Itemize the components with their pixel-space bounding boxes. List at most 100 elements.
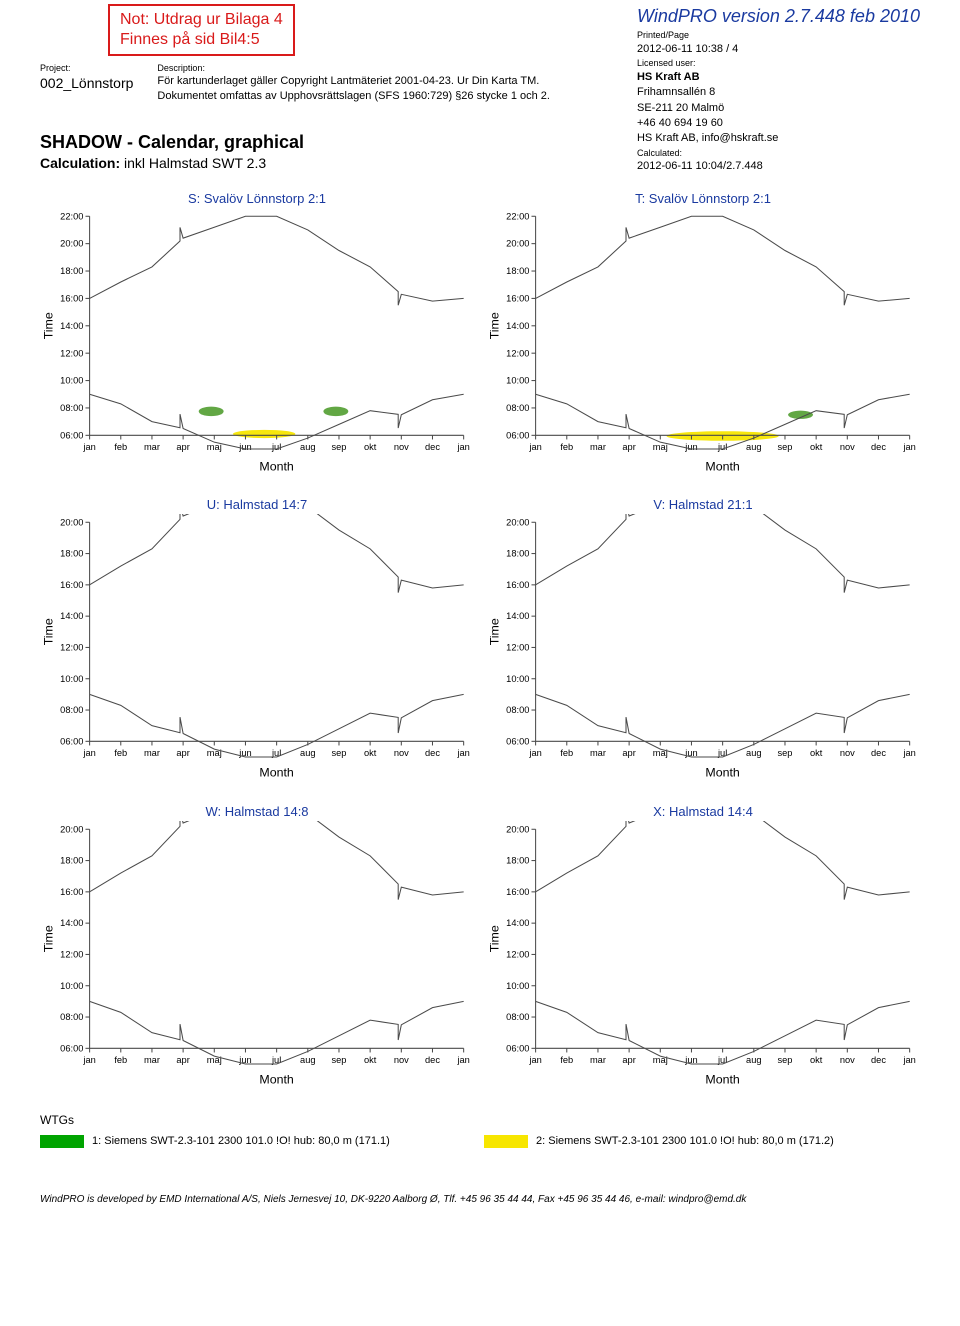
svg-text:jan: jan bbox=[528, 1055, 541, 1065]
calc-label: Calculated: bbox=[637, 147, 920, 160]
phone: +46 40 694 19 60 bbox=[637, 116, 920, 131]
svg-text:jan: jan bbox=[456, 748, 469, 758]
svg-text:sep: sep bbox=[331, 748, 346, 758]
svg-text:jun: jun bbox=[238, 748, 251, 758]
svg-text:jul: jul bbox=[271, 1055, 281, 1065]
chart-cell: W: Halmstad 14:806:0008:0010:0012:0014:0… bbox=[40, 798, 474, 1093]
svg-text:jan: jan bbox=[456, 1055, 469, 1065]
svg-text:jan: jan bbox=[902, 442, 915, 452]
chart-svg: 06:0008:0010:0012:0014:0016:0018:0020:00… bbox=[486, 514, 920, 783]
svg-text:nov: nov bbox=[840, 1055, 855, 1065]
svg-text:Month: Month bbox=[259, 459, 294, 473]
wtgs-item: 2: Siemens SWT-2.3-101 2300 101.0 !O! hu… bbox=[484, 1135, 920, 1148]
svg-text:apr: apr bbox=[622, 442, 635, 452]
svg-text:08:00: 08:00 bbox=[60, 706, 83, 716]
wtgs-row: 1: Siemens SWT-2.3-101 2300 101.0 !O! hu… bbox=[40, 1135, 920, 1148]
svg-text:apr: apr bbox=[176, 442, 189, 452]
chart-title: X: Halmstad 14:4 bbox=[486, 804, 920, 819]
chart-title: T: Svalöv Lönnstorp 2:1 bbox=[486, 191, 920, 206]
svg-text:08:00: 08:00 bbox=[60, 1012, 83, 1022]
chart-svg: 06:0008:0010:0012:0014:0016:0018:0020:00… bbox=[40, 821, 474, 1090]
svg-text:20:00: 20:00 bbox=[60, 239, 83, 249]
svg-text:sep: sep bbox=[777, 442, 792, 452]
svg-text:feb: feb bbox=[114, 442, 127, 452]
svg-text:14:00: 14:00 bbox=[60, 612, 83, 622]
wtgs-item: 1: Siemens SWT-2.3-101 2300 101.0 !O! hu… bbox=[40, 1135, 476, 1148]
svg-text:jun: jun bbox=[238, 442, 251, 452]
svg-text:10:00: 10:00 bbox=[60, 981, 83, 991]
wtgs-block: WTGs 1: Siemens SWT-2.3-101 2300 101.0 !… bbox=[40, 1113, 920, 1148]
svg-text:16:00: 16:00 bbox=[506, 580, 529, 590]
svg-text:jul: jul bbox=[717, 442, 727, 452]
svg-text:jul: jul bbox=[271, 442, 281, 452]
chart-cell: X: Halmstad 14:406:0008:0010:0012:0014:0… bbox=[486, 798, 920, 1093]
wtgs-label: WTGs bbox=[40, 1113, 920, 1127]
svg-text:08:00: 08:00 bbox=[60, 403, 83, 413]
svg-text:08:00: 08:00 bbox=[506, 403, 529, 413]
printed-label: Printed/Page bbox=[637, 29, 920, 42]
licensed-label: Licensed user: bbox=[637, 57, 920, 70]
svg-text:dec: dec bbox=[871, 748, 886, 758]
svg-text:Time: Time bbox=[41, 312, 55, 339]
legend-swatch bbox=[484, 1135, 528, 1148]
svg-text:nov: nov bbox=[394, 1055, 409, 1065]
svg-text:18:00: 18:00 bbox=[506, 549, 529, 559]
calc-value: 2012-06-11 10:04/2.7.448 bbox=[637, 159, 920, 174]
note-line2: Finnes på sid Bil4:5 bbox=[120, 30, 283, 50]
svg-text:sep: sep bbox=[331, 1055, 346, 1065]
svg-text:okt: okt bbox=[364, 748, 377, 758]
svg-text:feb: feb bbox=[560, 442, 573, 452]
chart-cell: T: Svalöv Lönnstorp 2:106:0008:0010:0012… bbox=[486, 185, 920, 480]
svg-text:16:00: 16:00 bbox=[506, 293, 529, 303]
chart-svg: 06:0008:0010:0012:0014:0016:0018:0020:00… bbox=[486, 821, 920, 1090]
svg-text:okt: okt bbox=[364, 442, 377, 452]
svg-text:22:00: 22:00 bbox=[60, 211, 83, 221]
chart-cell: V: Halmstad 21:106:0008:0010:0012:0014:0… bbox=[486, 491, 920, 786]
svg-text:apr: apr bbox=[176, 1055, 189, 1065]
svg-text:10:00: 10:00 bbox=[506, 674, 529, 684]
svg-text:16:00: 16:00 bbox=[60, 293, 83, 303]
desc-label: Description: bbox=[157, 62, 550, 74]
svg-text:sep: sep bbox=[777, 748, 792, 758]
svg-text:apr: apr bbox=[622, 1055, 635, 1065]
chart-svg: 06:0008:0010:0012:0014:0016:0018:0020:00… bbox=[40, 208, 474, 477]
svg-text:jun: jun bbox=[684, 442, 697, 452]
chart-title: S: Svalöv Lönnstorp 2:1 bbox=[40, 191, 474, 206]
chart-cell: U: Halmstad 14:706:0008:0010:0012:0014:0… bbox=[40, 491, 474, 786]
svg-text:20:00: 20:00 bbox=[60, 825, 83, 835]
svg-text:jan: jan bbox=[82, 442, 95, 452]
desc-line1: För kartunderlaget gäller Copyright Lant… bbox=[157, 74, 550, 89]
svg-text:jan: jan bbox=[82, 748, 95, 758]
svg-text:14:00: 14:00 bbox=[506, 918, 529, 928]
svg-text:Time: Time bbox=[487, 312, 501, 339]
svg-text:16:00: 16:00 bbox=[60, 580, 83, 590]
svg-text:20:00: 20:00 bbox=[506, 239, 529, 249]
svg-text:12:00: 12:00 bbox=[506, 643, 529, 653]
svg-text:jan: jan bbox=[528, 442, 541, 452]
svg-text:dec: dec bbox=[425, 1055, 440, 1065]
svg-text:mar: mar bbox=[590, 748, 606, 758]
svg-text:jan: jan bbox=[82, 1055, 95, 1065]
note-line1: Not: Utdrag ur Bilaga 4 bbox=[120, 10, 283, 30]
svg-text:16:00: 16:00 bbox=[506, 887, 529, 897]
svg-text:jan: jan bbox=[902, 748, 915, 758]
svg-text:08:00: 08:00 bbox=[506, 1012, 529, 1022]
project-name: 002_Lönnstorp bbox=[40, 74, 133, 93]
svg-text:mar: mar bbox=[144, 442, 160, 452]
svg-text:okt: okt bbox=[810, 442, 823, 452]
svg-text:22:00: 22:00 bbox=[506, 211, 529, 221]
svg-text:Time: Time bbox=[41, 925, 55, 952]
svg-text:jan: jan bbox=[902, 1055, 915, 1065]
svg-text:mar: mar bbox=[590, 442, 606, 452]
svg-text:sep: sep bbox=[777, 1055, 792, 1065]
svg-text:10:00: 10:00 bbox=[506, 981, 529, 991]
calc-line-label: Calculation: bbox=[40, 155, 120, 171]
svg-text:dec: dec bbox=[871, 442, 886, 452]
svg-text:mar: mar bbox=[590, 1055, 606, 1065]
svg-text:12:00: 12:00 bbox=[60, 950, 83, 960]
addr2: SE-211 20 Malmö bbox=[637, 101, 920, 116]
svg-text:20:00: 20:00 bbox=[506, 825, 529, 835]
svg-text:mar: mar bbox=[144, 748, 160, 758]
addr1: Frihamnsallén 8 bbox=[637, 85, 920, 100]
svg-text:okt: okt bbox=[810, 1055, 823, 1065]
